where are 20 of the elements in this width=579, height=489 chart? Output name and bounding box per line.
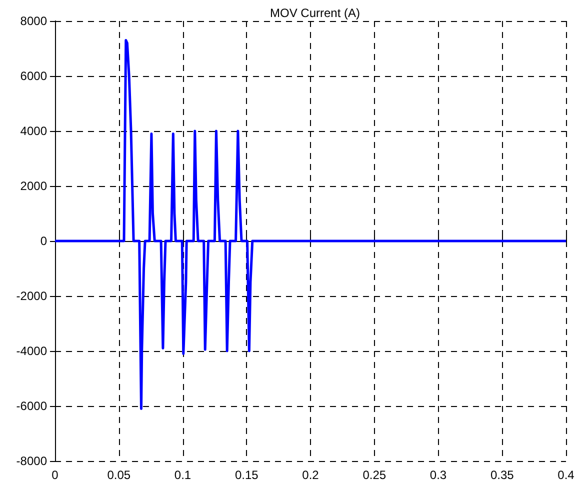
y-tick-label: 2000 — [20, 179, 48, 193]
x-tick-label: 0.35 — [490, 468, 514, 482]
line-series — [54, 39, 568, 410]
x-tick-label: 0 — [52, 468, 59, 482]
x-tick-label: 0.15 — [234, 468, 259, 482]
y-tick-label: 6000 — [20, 69, 48, 83]
x-tick-label: 0.1 — [174, 468, 192, 482]
x-tick-label: 0.25 — [362, 468, 386, 482]
x-tick-label: 0.05 — [107, 468, 131, 482]
y-tick-label: 0 — [40, 234, 48, 248]
x-tick-label: 0.3 — [430, 468, 447, 482]
y-tick-label: -6000 — [16, 399, 48, 413]
y-tick-label: 8000 — [20, 14, 48, 28]
y-tick-label: -2000 — [16, 289, 48, 303]
chart-title: MOV Current (A) — [270, 6, 360, 20]
y-tick-label: -4000 — [16, 344, 48, 358]
y-tick-label: 4000 — [20, 124, 48, 138]
x-tick-label: 0.4 — [558, 468, 575, 482]
y-tick-label: -8000 — [16, 454, 48, 468]
x-tick-label: 0.2 — [302, 468, 320, 482]
